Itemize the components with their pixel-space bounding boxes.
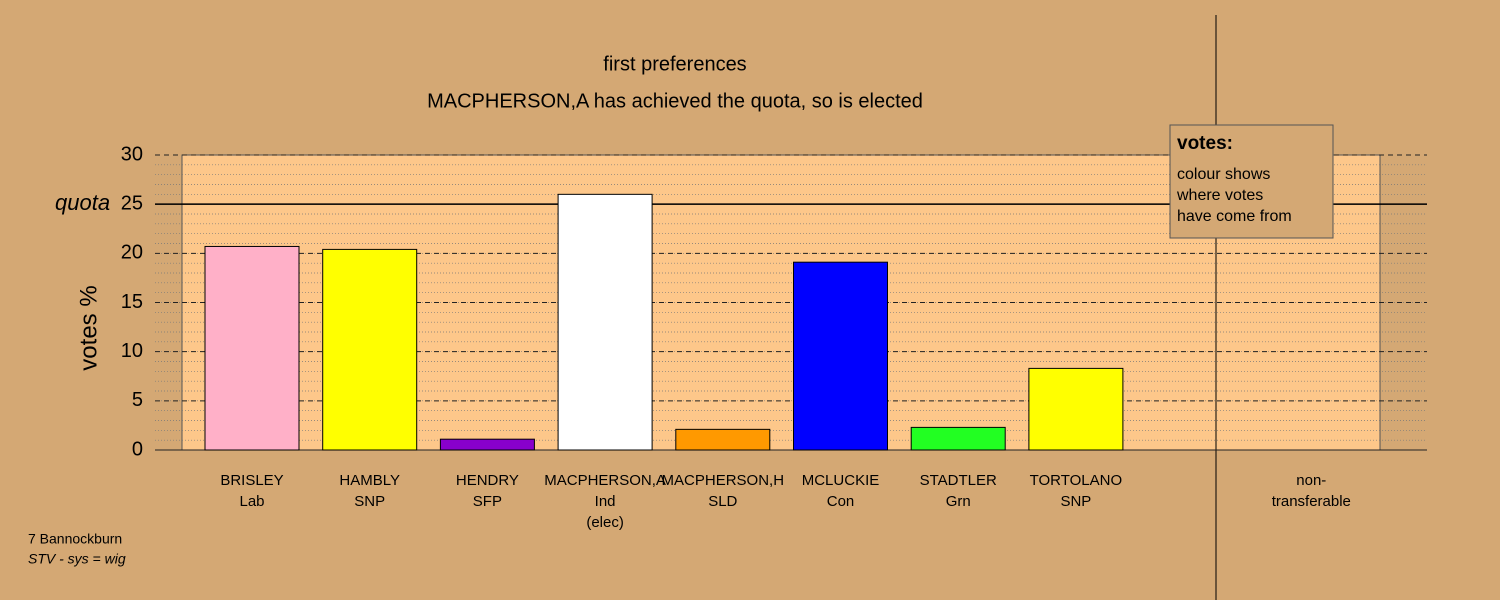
y-tick-label: 25 (121, 192, 143, 214)
bar (557, 193, 653, 451)
bar (1028, 367, 1124, 451)
bar (910, 426, 1006, 451)
x-tick-label: MACPHERSON,H (662, 472, 785, 489)
footer: STV - sys = wig (28, 551, 126, 567)
bar (439, 438, 535, 451)
x-tick-label: Grn (946, 493, 971, 510)
legend-title: votes: (1177, 133, 1233, 154)
x-tick-label: SLD (708, 493, 737, 510)
x-tick-label: BRISLEY (220, 472, 283, 489)
y-tick-label: 20 (121, 242, 143, 264)
y-tick-label: 30 (121, 143, 143, 165)
legend-text: where votes (1176, 187, 1263, 204)
x-tick-label: HAMBLY (339, 472, 400, 489)
y-tick-label: 5 (132, 389, 143, 411)
y-tick-label: 10 (121, 340, 143, 362)
x-tick-label: MCLUCKIE (802, 472, 880, 489)
bar (204, 245, 300, 451)
x-tick-label: Con (827, 493, 855, 510)
legend-box (1169, 124, 1334, 239)
y-tick-label: 15 (121, 291, 143, 313)
bar (322, 248, 418, 451)
x-tick-label: HENDRY (456, 472, 519, 489)
bar (675, 428, 771, 451)
x-tick-label: Ind (595, 493, 616, 510)
x-tick-label: transferable (1272, 493, 1351, 510)
bar (793, 261, 888, 451)
x-tick-label: Lab (239, 493, 264, 510)
chart-subtitle: MACPHERSON,A has achieved the quota, so … (427, 90, 923, 112)
y-tick-label: 0 (132, 438, 143, 460)
x-tick-label: SNP (354, 493, 385, 510)
x-tick-label: non- (1296, 472, 1326, 489)
plot: 0 5 10 15 20 25 30 quota BRISLEY Lab HAMBLY SNP HEND… (55, 143, 1427, 531)
x-tick-label: SFP (473, 493, 502, 510)
legend-text: have come from (1177, 208, 1292, 225)
x-tick-label: (elec) (586, 514, 624, 531)
legend-text: colour shows (1177, 166, 1270, 183)
quota-label: quota (55, 190, 110, 215)
x-tick-label: STADTLER (920, 472, 997, 489)
chart-title: first preferences (603, 53, 746, 75)
x-tick-label: TORTOLANO (1030, 472, 1123, 489)
x-tick-label: SNP (1060, 493, 1091, 510)
y-axis-label: votes % (75, 285, 102, 370)
footer: 7 Bannockburn (28, 531, 122, 547)
x-tick-label: MACPHERSON,A (544, 472, 666, 489)
